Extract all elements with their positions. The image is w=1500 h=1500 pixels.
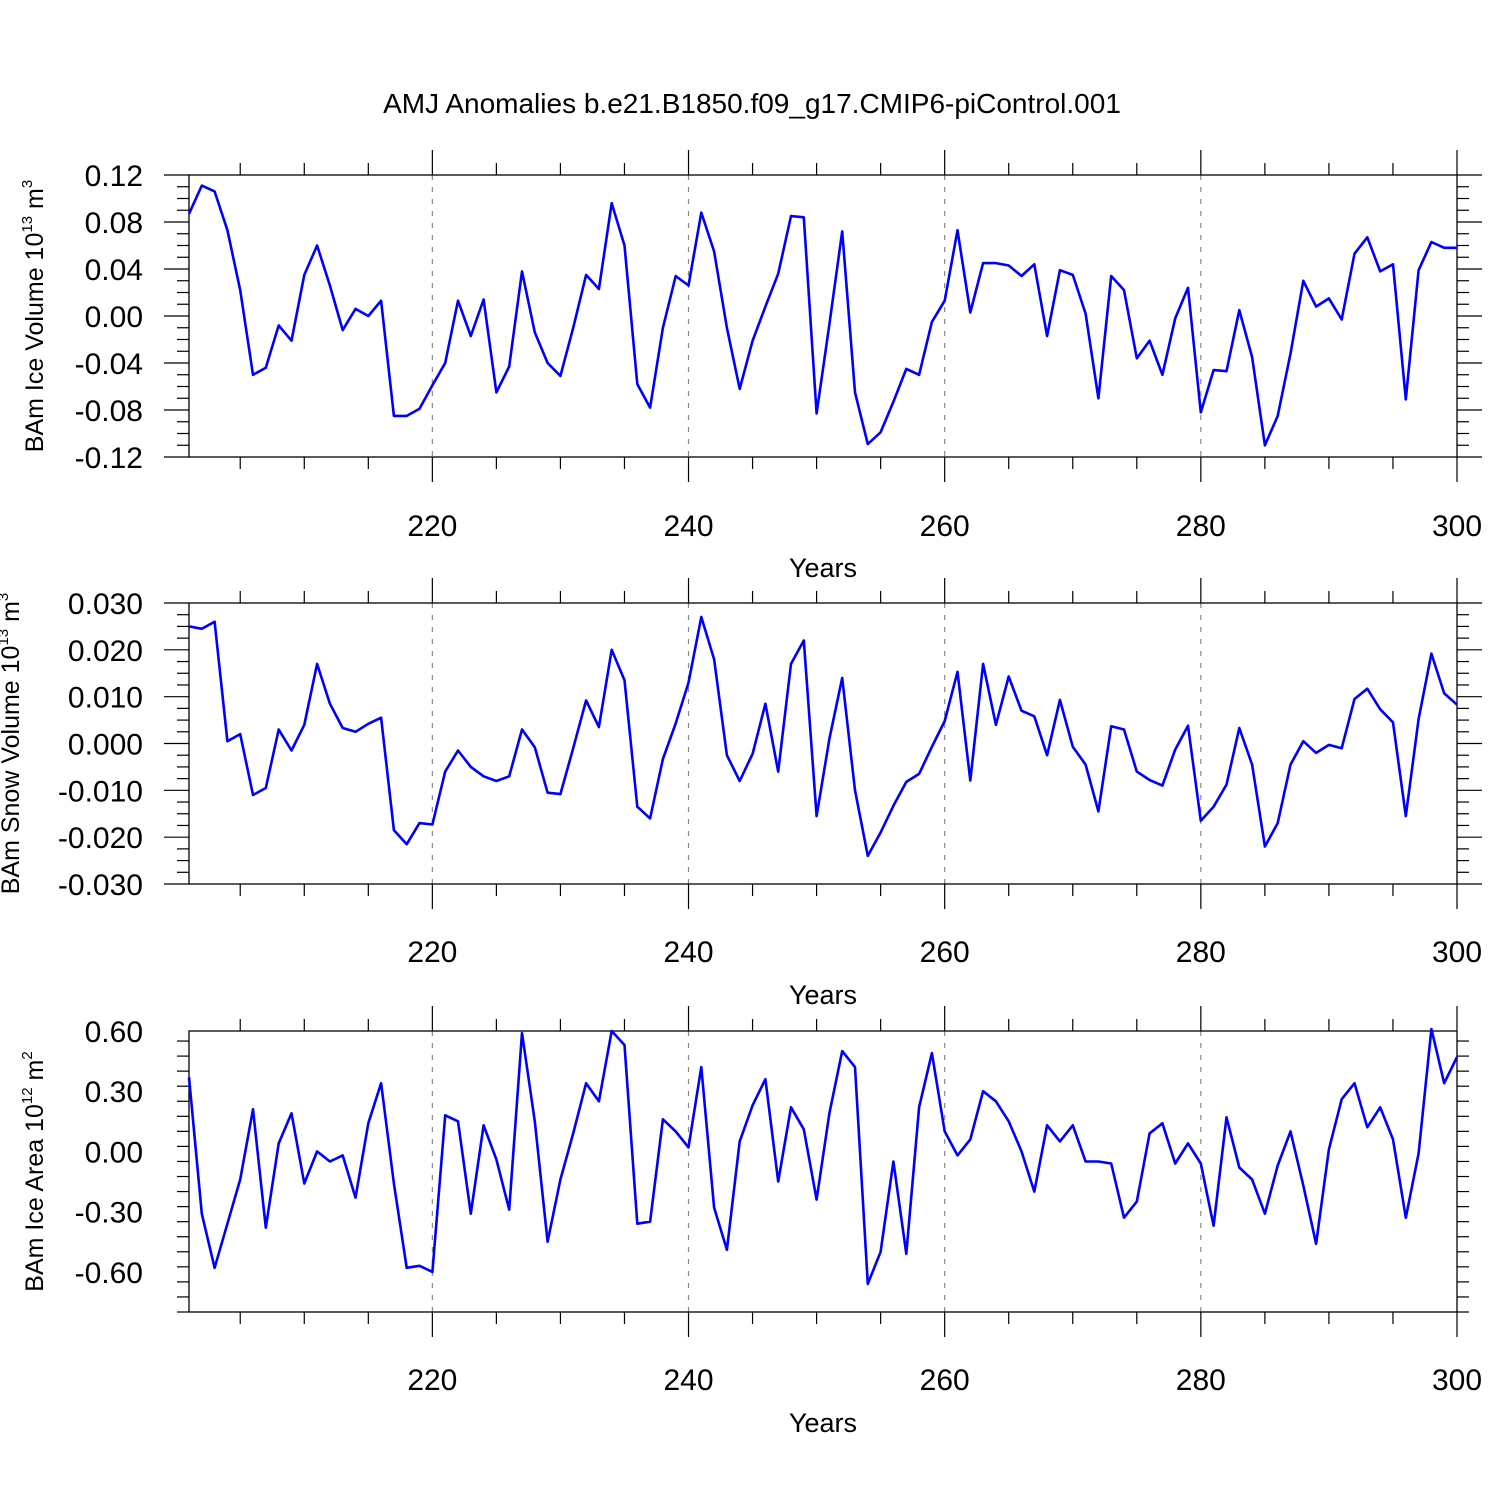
y-axis-label-exponent: 13 <box>19 216 36 233</box>
panel-2: -0.030 -0.020 -0.010 0.000 0.010 0.020 0.030 22… <box>0 578 1482 1010</box>
plot-frame <box>188 174 1458 458</box>
y-tick-label: 0.020 <box>68 635 143 668</box>
y-tick-label: 0.12 <box>85 160 143 193</box>
x-axis-label: Years <box>789 553 857 583</box>
panel-3: -0.60 -0.30 0.00 0.30 0.60 220 240 260 280 300 Yea… <box>19 1006 1482 1438</box>
y-tick-label: -0.08 <box>75 395 143 428</box>
x-tick-label: 220 <box>407 1364 457 1397</box>
x-tick-label: 240 <box>663 1364 713 1397</box>
y-axis-label: BAm Ice Area 1012 m2 <box>19 1051 49 1291</box>
y-axis-label-exponent: 12 <box>19 1087 36 1104</box>
y-axis-label-unit: m <box>21 188 49 216</box>
x-tick-label: 260 <box>920 1364 970 1397</box>
x-tick-label: 280 <box>1176 510 1226 543</box>
x-tick-label: 220 <box>407 936 457 969</box>
y-axis-label-text: BAm Snow Volume 10 <box>0 646 25 895</box>
x-tick-label: 280 <box>1176 936 1226 969</box>
y-axis-label: BAm Snow Volume 1013 m3 <box>0 593 25 895</box>
y-tick-label: 0.04 <box>85 254 143 287</box>
y-axis-label-unit: m <box>0 601 25 629</box>
y-tick-label: 0.30 <box>85 1076 143 1109</box>
y-tick-label: 0.00 <box>85 1136 143 1169</box>
y-tick-label: -0.020 <box>58 822 143 855</box>
y-axis-label-unit: m <box>21 1060 49 1088</box>
x-tick-label: 240 <box>663 510 713 543</box>
y-tick-label: 0.60 <box>85 1016 143 1049</box>
x-axis-label: Years <box>789 980 857 1010</box>
y-tick-label: -0.12 <box>75 442 143 475</box>
y-tick-label: 0.010 <box>68 682 143 715</box>
y-axis-label-unit-exponent: 3 <box>19 180 36 188</box>
y-axis-label: BAm Ice Volume 1013 m3 <box>19 180 49 452</box>
x-tick-label: 300 <box>1432 1364 1482 1397</box>
y-tick-label: -0.04 <box>75 348 143 381</box>
y-axis-label-unit-exponent: 2 <box>19 1051 36 1059</box>
y-tick-label: 0.030 <box>68 588 143 621</box>
x-tick-label: 260 <box>920 936 970 969</box>
y-tick-label: -0.30 <box>75 1197 143 1230</box>
series-line <box>188 615 1458 858</box>
x-tick-label: 300 <box>1432 510 1482 543</box>
y-tick-label: -0.60 <box>75 1257 143 1290</box>
y-tick-label: -0.010 <box>58 775 143 808</box>
series-line <box>187 184 1457 447</box>
series-line <box>187 1027 1459 1286</box>
y-axis-label-text: BAm Ice Area 10 <box>21 1104 49 1292</box>
x-tick-label: 280 <box>1176 1364 1226 1397</box>
y-tick-label: 0.000 <box>68 729 143 762</box>
x-tick-label: 300 <box>1432 936 1482 969</box>
y-axis-label-text: BAm Ice Volume 10 <box>21 233 49 453</box>
x-tick-label: 260 <box>920 510 970 543</box>
panel-1: -0.12 -0.08 -0.04 0.00 0.04 0.08 0.12 220 240 260… <box>19 150 1482 583</box>
y-axis-label-exponent: 13 <box>0 629 12 646</box>
panels: -0.12 -0.08 -0.04 0.00 0.04 0.08 0.12 220 240 260… <box>0 150 1482 1438</box>
y-tick-label: 0.00 <box>85 301 143 334</box>
figure-title: AMJ Anomalies b.e21.B1850.f09_g17.CMIP6-… <box>383 88 1121 119</box>
x-tick-label: 220 <box>407 510 457 543</box>
x-axis-label: Years <box>789 1408 857 1438</box>
plot-frame <box>188 1030 1458 1313</box>
y-tick-label: -0.030 <box>58 869 143 902</box>
y-tick-label: 0.08 <box>85 207 143 240</box>
y-axis-label-unit-exponent: 3 <box>0 593 12 601</box>
x-tick-label: 240 <box>663 936 713 969</box>
